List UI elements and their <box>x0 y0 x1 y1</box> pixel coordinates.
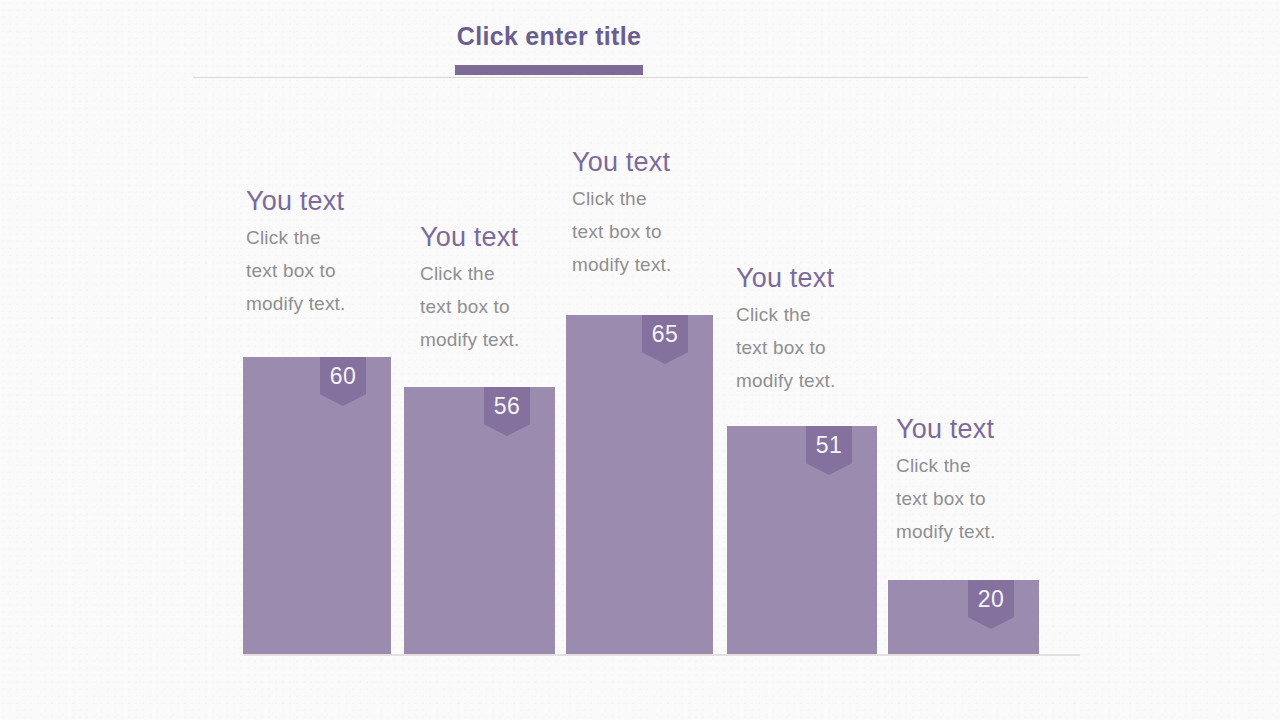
description-line: Click the <box>572 182 742 215</box>
value-badge: 20 <box>968 580 1014 629</box>
column-description[interactable]: Click the text box to modify text. <box>246 221 416 320</box>
column-heading[interactable]: You text <box>736 261 906 295</box>
description-line: text box to <box>896 482 1066 515</box>
description-line: Click the <box>246 221 416 254</box>
chart-bar[interactable]: 60 <box>243 357 391 654</box>
column-description[interactable]: Click the text box to modify text. <box>420 257 590 356</box>
chart-bar[interactable]: 20 <box>888 580 1039 654</box>
value-label: 51 <box>806 426 852 464</box>
description-line: Click the <box>736 298 906 331</box>
chart-bar[interactable]: 56 <box>404 387 555 654</box>
value-badge: 65 <box>642 315 688 364</box>
description-line: text box to <box>420 290 590 323</box>
column-heading[interactable]: You text <box>246 184 416 218</box>
column-description[interactable]: Click the text box to modify text. <box>572 182 742 281</box>
text-block[interactable]: You text Click the text box to modify te… <box>736 261 906 397</box>
description-line: modify text. <box>246 287 416 320</box>
description-line: text box to <box>572 215 742 248</box>
value-label: 56 <box>484 387 530 425</box>
description-line: modify text. <box>896 515 1066 548</box>
description-line: modify text. <box>572 248 742 281</box>
value-label: 60 <box>320 357 366 395</box>
column-heading[interactable]: You text <box>572 145 742 179</box>
chart-bar[interactable]: 65 <box>566 315 713 654</box>
text-block[interactable]: You text Click the text box to modify te… <box>572 145 742 281</box>
column-description[interactable]: Click the text box to modify text. <box>896 449 1066 548</box>
value-badge: 51 <box>806 426 852 475</box>
description-line: Click the <box>420 257 590 290</box>
description-line: text box to <box>246 254 416 287</box>
title-accent-bar <box>455 65 643 75</box>
text-block[interactable]: You text Click the text box to modify te… <box>246 184 416 320</box>
header-divider-line <box>193 77 1088 78</box>
value-label: 20 <box>968 580 1014 618</box>
text-block[interactable]: You text Click the text box to modify te… <box>896 412 1066 548</box>
chart-bar[interactable]: 51 <box>727 426 877 654</box>
column-heading[interactable]: You text <box>420 220 590 254</box>
value-badge: 56 <box>484 387 530 436</box>
description-line: Click the <box>896 449 1066 482</box>
chart-baseline <box>243 654 1080 656</box>
column-description[interactable]: Click the text box to modify text. <box>736 298 906 397</box>
description-line: modify text. <box>420 323 590 356</box>
text-block[interactable]: You text Click the text box to modify te… <box>420 220 590 356</box>
value-badge: 60 <box>320 357 366 406</box>
value-label: 65 <box>642 315 688 353</box>
slide-canvas: Click enter title You text Click the tex… <box>0 0 1280 720</box>
description-line: text box to <box>736 331 906 364</box>
column-heading[interactable]: You text <box>896 412 1066 446</box>
description-line: modify text. <box>736 364 906 397</box>
slide-title[interactable]: Click enter title <box>399 22 699 51</box>
